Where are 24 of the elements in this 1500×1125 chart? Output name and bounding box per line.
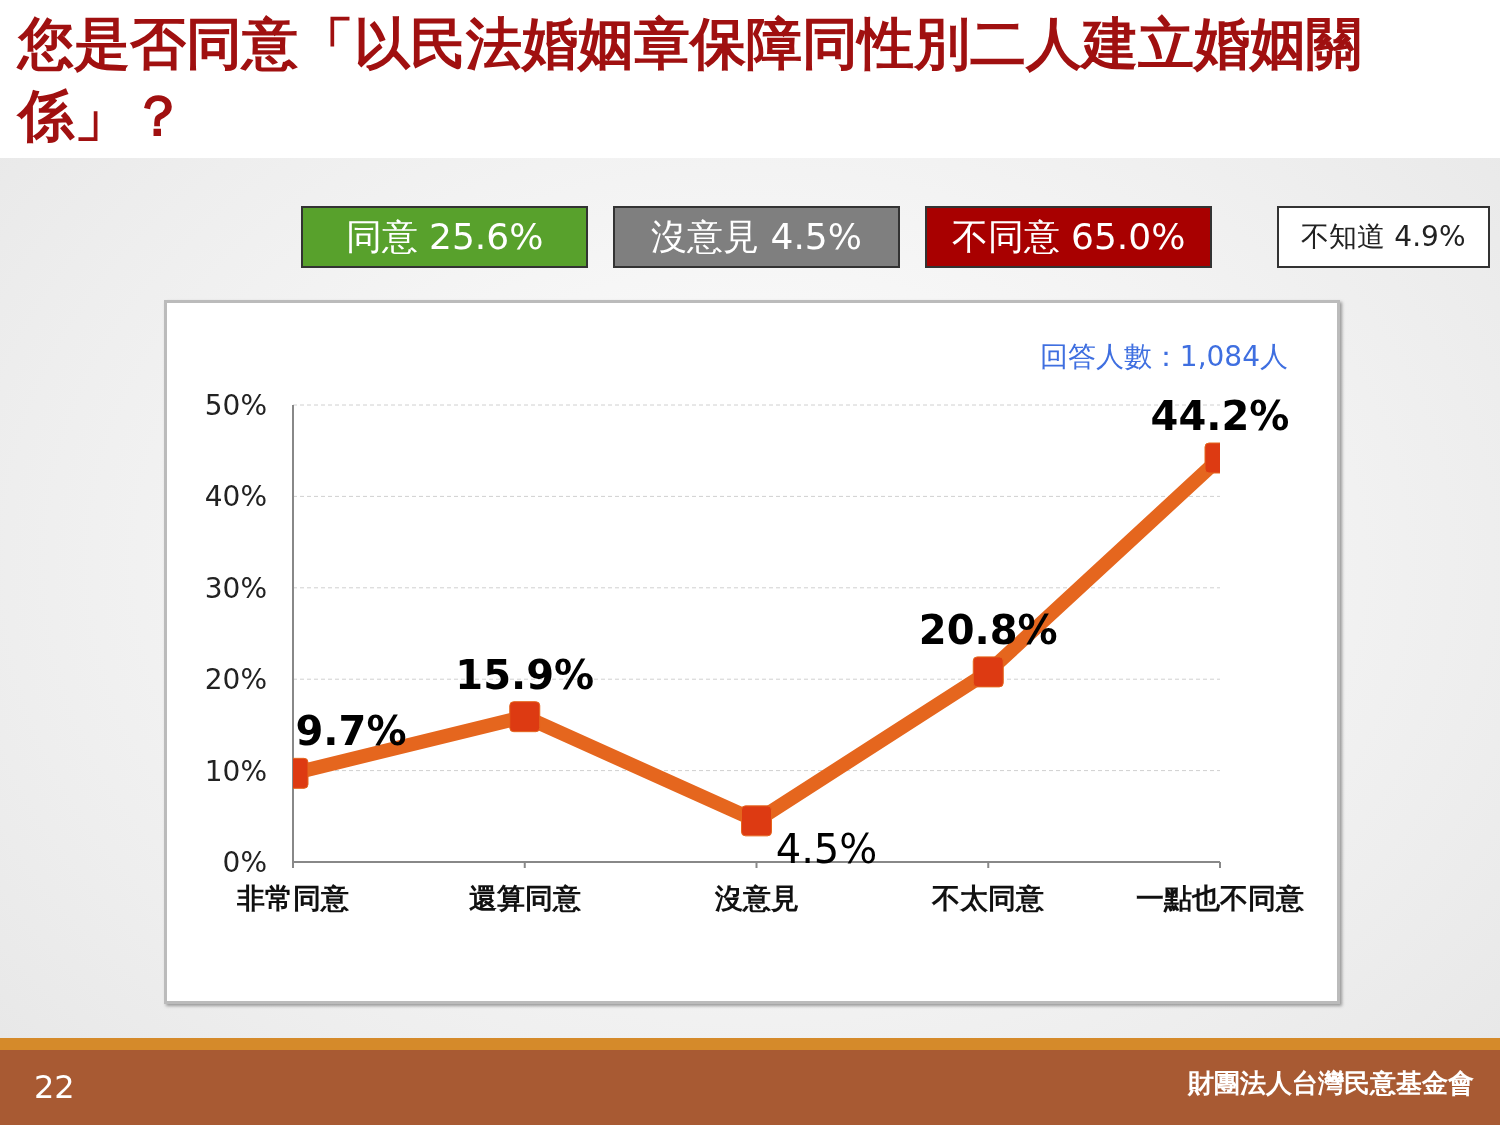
text: 同意 25.6% [301, 206, 588, 268]
x-tick-label: 一點也不同意 [1136, 881, 1305, 915]
y-tick-label: 10% [204, 754, 267, 788]
x-tick-label: 沒意見 [713, 881, 799, 915]
data-label: 15.9% [455, 651, 595, 698]
x-tick-label: 不太同意 [931, 881, 1046, 915]
text: 沒意見 4.5% [613, 206, 900, 268]
data-label: 44.2% [1150, 393, 1290, 440]
text: 不同意 65.0% [925, 206, 1212, 268]
y-tick-label: 20% [204, 663, 267, 697]
y-tick-label: 50% [204, 388, 267, 422]
point [741, 805, 772, 837]
x-tick-label: 還算同意 [468, 881, 582, 915]
y-tick-label: 0% [222, 845, 267, 879]
text: 財團法人台灣民意基金會 [1188, 1067, 1474, 1100]
y-tick-label: 40% [204, 480, 267, 514]
data-label: 4.5% [775, 825, 878, 872]
chart-title: 您是否同意「以民法婚姻章保障同性別二人建立婚姻關係」？ [18, 10, 1363, 150]
data-label: 9.7% [295, 708, 407, 755]
text: 不知道 4.9% [1277, 206, 1490, 268]
x-tick-label: 非常同意 [236, 881, 350, 915]
text: 22 [34, 1068, 75, 1106]
y-tick-label: 30% [204, 571, 267, 605]
text: 回答人數：1,084人 [1038, 339, 1288, 375]
